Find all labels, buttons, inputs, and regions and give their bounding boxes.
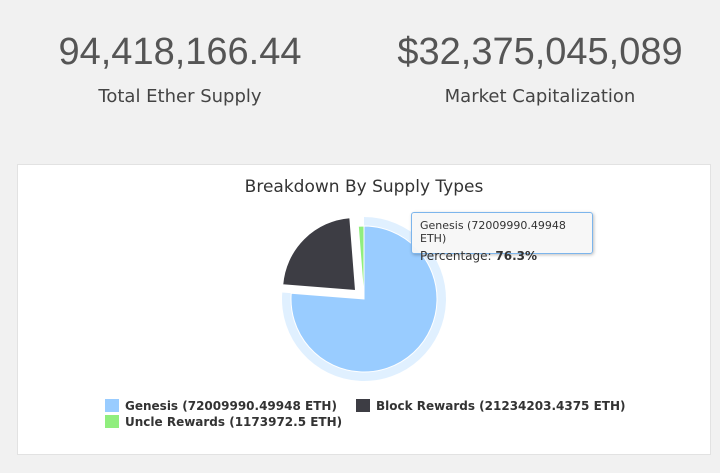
pie-chart xyxy=(282,217,446,381)
market-cap-label: Market Capitalization xyxy=(444,86,636,107)
legend-item-block-rewards[interactable]: Block Rewards (21234203.4375 ETH) xyxy=(356,399,626,413)
legend-swatch-genesis xyxy=(105,399,119,412)
legend-item-genesis[interactable]: Genesis (72009990.49948 ETH) xyxy=(105,399,337,413)
chart-tooltip: Genesis (72009990.49948 ETH) Percentage:… xyxy=(411,212,593,263)
legend-label-genesis: Genesis (72009990.49948 ETH) xyxy=(125,399,337,413)
legend-swatch-uncle-rewards xyxy=(105,415,119,428)
total-supply-stat: 94,418,166.44 Total Ether Supply xyxy=(0,30,360,107)
market-cap-value: $32,375,045,089 xyxy=(397,31,683,73)
legend-item-uncle-rewards[interactable]: Uncle Rewards (1173972.5 ETH) xyxy=(105,415,342,429)
total-supply-value: 94,418,166.44 xyxy=(58,31,302,73)
legend-swatch-block-rewards xyxy=(356,399,370,412)
chart-title: Breakdown By Supply Types xyxy=(244,177,484,197)
legend-label-uncle-rewards: Uncle Rewards (1173972.5 ETH) xyxy=(125,415,343,429)
total-supply-label: Total Ether Supply xyxy=(98,86,262,107)
legend-label-block-rewards: Block Rewards (21234203.4375 ETH) xyxy=(376,399,626,413)
tooltip-value: 76.3% xyxy=(495,249,538,263)
tooltip-header: Genesis (72009990.49948 ETH) xyxy=(420,219,566,245)
pie-slice-uncle-rewards[interactable] xyxy=(357,225,365,300)
market-cap-stat: $32,375,045,089 Market Capitalization xyxy=(360,30,720,107)
pie-slice-genesis[interactable] xyxy=(290,225,438,373)
pie-slice-block-rewards[interactable] xyxy=(282,217,357,292)
supply-chart-panel: Breakdown By Supply Types Genesis (72009… xyxy=(17,164,711,455)
tooltip-label: Percentage: xyxy=(420,249,492,263)
